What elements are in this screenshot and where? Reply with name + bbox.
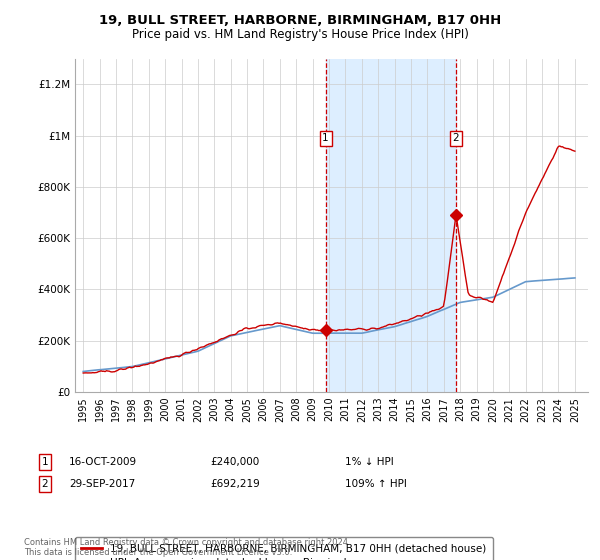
Text: 1: 1 [322,133,329,143]
Text: 2: 2 [453,133,460,143]
Text: 29-SEP-2017: 29-SEP-2017 [69,479,135,489]
Text: 16-OCT-2009: 16-OCT-2009 [69,457,137,467]
Text: 109% ↑ HPI: 109% ↑ HPI [345,479,407,489]
Text: £692,219: £692,219 [210,479,260,489]
Text: 19, BULL STREET, HARBORNE, BIRMINGHAM, B17 0HH: 19, BULL STREET, HARBORNE, BIRMINGHAM, B… [99,14,501,27]
Text: Price paid vs. HM Land Registry's House Price Index (HPI): Price paid vs. HM Land Registry's House … [131,28,469,41]
Legend: 19, BULL STREET, HARBORNE, BIRMINGHAM, B17 0HH (detached house), HPI: Average pr: 19, BULL STREET, HARBORNE, BIRMINGHAM, B… [75,537,493,560]
Bar [326,59,456,392]
Text: Contains HM Land Registry data © Crown copyright and database right 2024.
This d: Contains HM Land Registry data © Crown c… [24,538,350,557]
Text: 1: 1 [41,457,49,467]
Text: £240,000: £240,000 [210,457,259,467]
Text: 2: 2 [41,479,49,489]
Text: 1% ↓ HPI: 1% ↓ HPI [345,457,394,467]
